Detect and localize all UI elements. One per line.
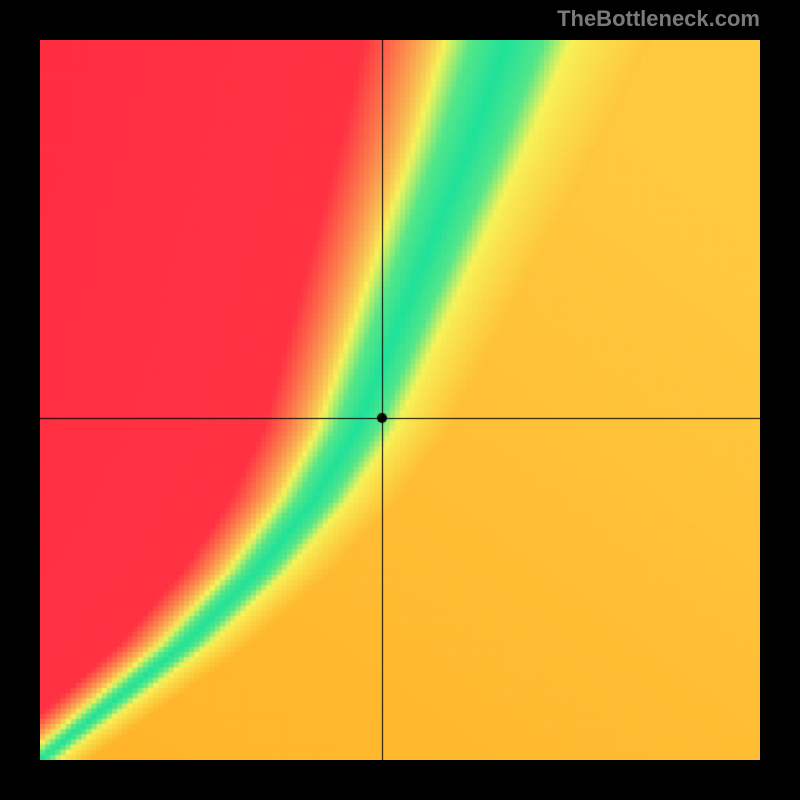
- watermark-text: TheBottleneck.com: [557, 6, 760, 32]
- bottleneck-heatmap: [40, 40, 760, 760]
